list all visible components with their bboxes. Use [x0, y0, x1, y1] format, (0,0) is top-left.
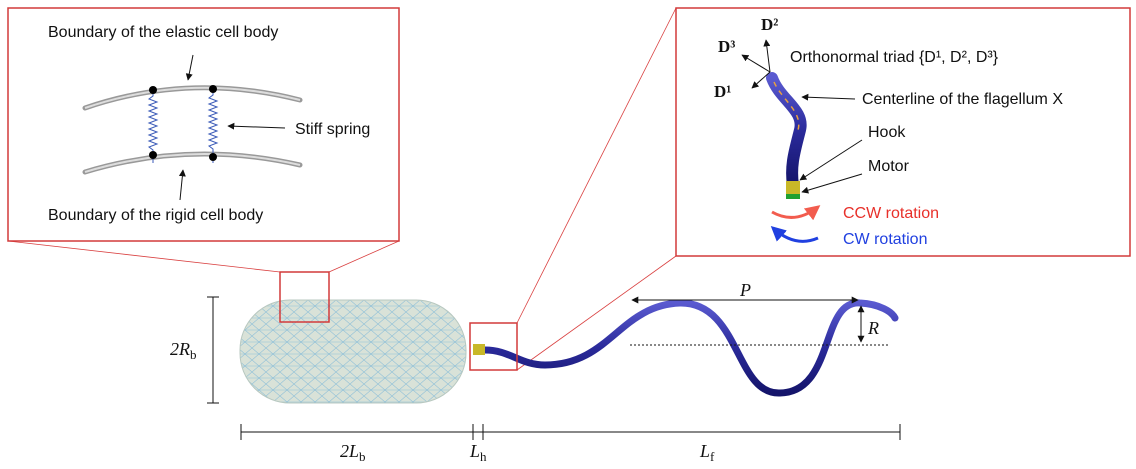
body-radius-label: 2Rb: [170, 339, 197, 362]
connectors: [7, 7, 677, 371]
right-inset: D² D³ D¹ Orthonormal triad {D¹, D², D³} …: [675, 7, 1131, 257]
upper-label: Boundary of the elastic cell body: [48, 24, 278, 41]
body-length-label: 2Lb: [340, 441, 366, 464]
pitch-label: P: [739, 280, 751, 300]
cw-label: CW rotation: [843, 231, 927, 248]
centerline-label: Centerline of the flagellum X: [862, 91, 1063, 108]
flagellum-length-label: Lf: [699, 441, 715, 464]
d2-label: D²: [761, 15, 778, 34]
subscript: f: [710, 449, 715, 464]
symbol: 2R: [170, 339, 190, 359]
subscript: b: [359, 449, 366, 464]
subscript: b: [190, 347, 197, 362]
cell: P R 2Rb 2Lb Lh Lf: [170, 271, 901, 464]
triad-label: Orthonormal triad {D¹, D², D³}: [790, 49, 999, 66]
d3-label: D³: [718, 37, 735, 56]
symbol: L: [699, 441, 710, 461]
hook-label: Hook: [868, 124, 906, 141]
symbol: L: [469, 441, 480, 461]
hook-length-label: Lh: [469, 441, 487, 464]
motor-label: Motor: [868, 158, 910, 175]
subscript: h: [480, 449, 487, 464]
ccw-label: CCW rotation: [843, 205, 939, 222]
left-inset: Boundary of the elastic cell body Stiff …: [7, 7, 400, 242]
spring-label: Stiff spring: [295, 121, 370, 138]
symbol: 2L: [340, 441, 359, 461]
lower-label: Boundary of the rigid cell body: [48, 207, 263, 224]
d1-label: D¹: [714, 82, 731, 101]
amplitude-label: R: [867, 318, 879, 338]
